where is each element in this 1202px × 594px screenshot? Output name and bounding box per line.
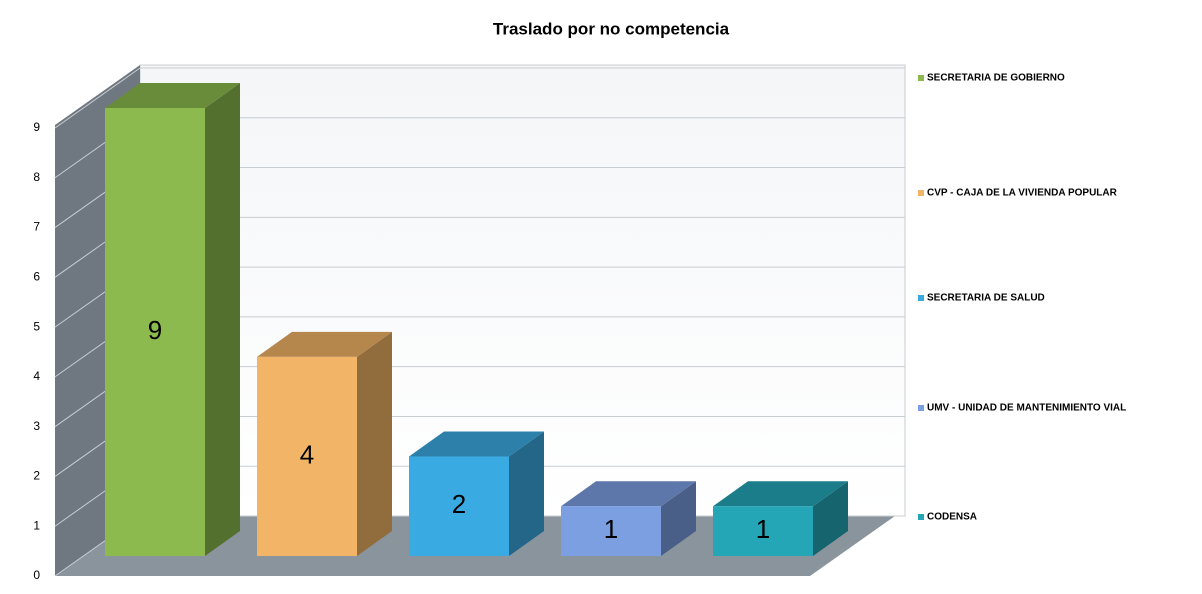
data-label: 9 bbox=[148, 315, 162, 345]
bar bbox=[561, 506, 661, 556]
data-label: 4 bbox=[300, 439, 314, 469]
bar-top bbox=[561, 481, 696, 507]
legend-label: CVP - CAJA DE LA VIVIENDA POPULAR bbox=[927, 188, 1118, 199]
legend-label: SECRETARIA DE GOBIERNO bbox=[927, 73, 1065, 84]
legend-swatch bbox=[918, 405, 924, 411]
y-tick-label: 9 bbox=[33, 120, 40, 134]
bar-top bbox=[409, 431, 544, 457]
y-tick-label: 7 bbox=[33, 220, 40, 234]
grid-line bbox=[54, 67, 141, 129]
legend-swatch bbox=[918, 295, 924, 301]
y-tick-label: 3 bbox=[33, 419, 40, 433]
legend-swatch bbox=[918, 75, 924, 81]
data-label: 1 bbox=[604, 514, 618, 544]
y-tick-label: 0 bbox=[33, 568, 40, 582]
y-tick-label: 4 bbox=[33, 369, 40, 383]
y-tick-label: 6 bbox=[33, 270, 40, 284]
chart-title: Traslado por no competencia bbox=[493, 19, 730, 38]
legend-swatch bbox=[918, 514, 924, 520]
bar bbox=[409, 456, 509, 556]
bar bbox=[713, 506, 813, 556]
y-tick-label: 1 bbox=[33, 518, 40, 532]
y-tick-label: 5 bbox=[33, 319, 40, 333]
bar-side bbox=[509, 431, 544, 556]
legend-label: UMV - UNIDAD DE MANTENIMIENTO VIAL bbox=[927, 403, 1126, 414]
y-tick-label: 8 bbox=[33, 170, 40, 184]
legend-swatch bbox=[918, 190, 924, 196]
legend-label: SECRETARIA DE SALUD bbox=[927, 293, 1045, 304]
data-label: 1 bbox=[756, 514, 770, 544]
bar-side bbox=[205, 83, 240, 556]
bar bbox=[257, 356, 357, 556]
bar-top bbox=[105, 83, 240, 108]
bar-side bbox=[661, 481, 696, 556]
y-tick-label: 2 bbox=[33, 469, 40, 483]
bar-top bbox=[713, 481, 848, 507]
bar-side bbox=[813, 481, 848, 556]
bar-side bbox=[357, 331, 392, 556]
bar bbox=[105, 108, 205, 556]
data-label: 2 bbox=[452, 489, 466, 519]
legend-label: CODENSA bbox=[927, 512, 977, 523]
bar-top bbox=[257, 331, 392, 357]
